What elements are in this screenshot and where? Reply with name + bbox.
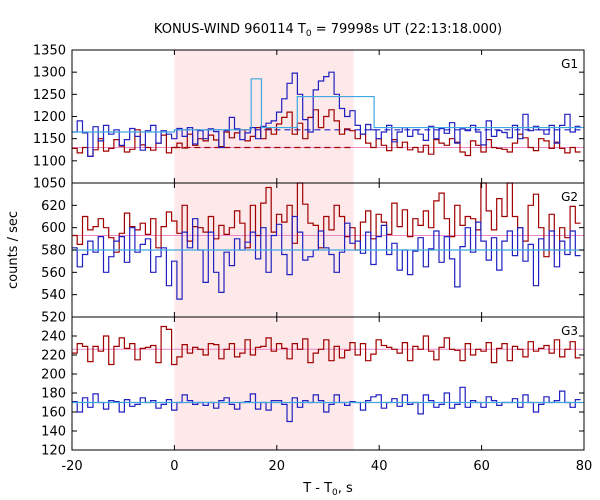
series-background-g1 xyxy=(72,71,581,157)
series-current-g3 xyxy=(72,325,581,366)
plot-frame-g3 xyxy=(71,316,585,451)
chart-title: KONUS-WIND 960114 T0 = 79998s UT (22:13:… xyxy=(154,22,502,39)
y-tick-label-g1: 1100 xyxy=(33,154,66,169)
y-tick-label-g2: 520 xyxy=(41,311,66,326)
y-tick-label-g3: 120 xyxy=(41,444,66,459)
y-tick-label-g3: 200 xyxy=(41,368,66,383)
y-tick-label-g3: 220 xyxy=(41,349,66,364)
series-current-g2 xyxy=(72,182,581,258)
panel-g3: 120 140 160 180 200 220 240 G3 xyxy=(41,316,585,459)
panel-g2: 520 540 560 580 600 620 G2 xyxy=(41,182,585,326)
y-tick-label-g1: 1300 xyxy=(33,66,66,81)
y-tick-label-g1: 1050 xyxy=(33,177,66,192)
x-tick-label: 40 xyxy=(371,459,388,474)
y-tick-label-g3: 240 xyxy=(41,330,66,345)
series-background-g2 xyxy=(72,215,581,300)
y-tick-label-g3: 180 xyxy=(41,387,66,402)
x-tick-label: 20 xyxy=(269,459,286,474)
y-tick-label-g1: 1250 xyxy=(33,88,66,103)
x-tick-label: 60 xyxy=(473,459,490,474)
y-tick-label-g3: 160 xyxy=(41,406,66,421)
x-tick-label: 80 xyxy=(576,459,593,474)
y-tick-label-g2: 540 xyxy=(41,288,66,303)
panel-label-g3: G3 xyxy=(561,324,578,338)
panel-g1: 1050 1100 1150 1200 1250 1300 1350 G1 xyxy=(33,44,585,192)
y-tick-label-g1: 1150 xyxy=(33,132,66,147)
x-tick-label: -20 xyxy=(61,459,82,474)
y-axis-title: counts / sec xyxy=(6,211,21,289)
y-tick-label-g1: 1200 xyxy=(33,110,66,125)
y-tick-label-g1: 1350 xyxy=(33,44,66,59)
y-tick-label-g2: 580 xyxy=(41,244,66,259)
y-tick-label-g3: 140 xyxy=(41,425,66,440)
y-tick-label-g2: 620 xyxy=(41,199,66,214)
panel-label-g1: G1 xyxy=(561,57,578,71)
highlight-interval-g3 xyxy=(174,317,354,450)
panel-label-g2: G2 xyxy=(561,190,578,204)
series-background-g3 xyxy=(72,386,581,423)
panels: 1050110011501200125013001350G15205405605… xyxy=(33,44,592,475)
fit-level-g1 xyxy=(72,78,584,133)
y-tick-label-g2: 600 xyxy=(41,221,66,236)
x-axis-title: T - T0, s xyxy=(302,481,353,498)
x-tick-label: 0 xyxy=(170,459,178,474)
y-tick-label-g2: 560 xyxy=(41,266,66,281)
